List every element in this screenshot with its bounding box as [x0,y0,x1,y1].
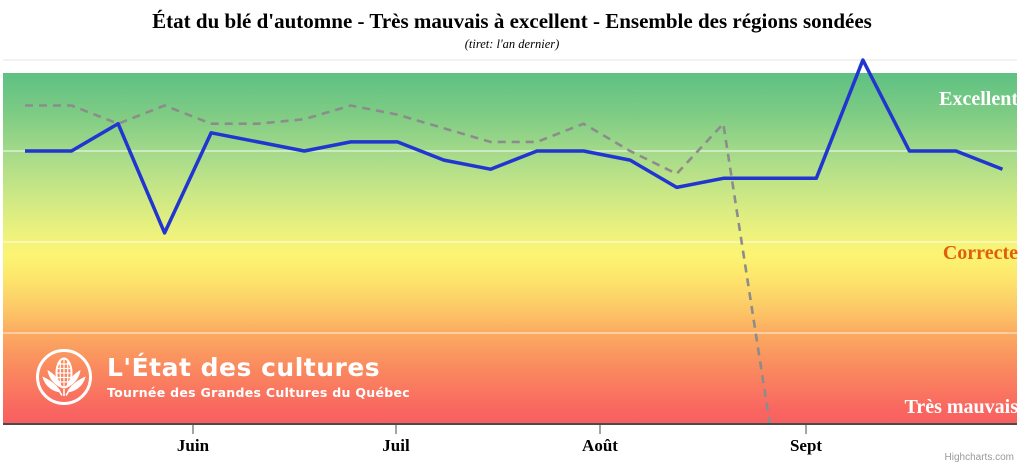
page-title: État du blé d'automne - Très mauvais à e… [152,9,872,33]
corn-logo-icon [36,349,92,405]
zone-label-tres-mauvais: Très mauvais [904,396,1018,418]
x-axis-label-juin: Juin [176,436,210,455]
condition-gradient-band [3,73,1017,424]
page-subtitle: (tiret: l'an dernier) [464,37,560,51]
current-year-line[interactable] [25,58,1004,235]
highcharts-credit-link[interactable]: Highcharts.com [944,452,1014,463]
logo-title: L'État des cultures [107,353,381,383]
zone-label-correcte: Correcte [942,242,1018,264]
logo-tagline: Tournée des Grandes Cultures du Québec [107,384,411,400]
x-axis-label-aout: Août [582,436,618,455]
zone-label-excellent: Excellent [939,88,1018,110]
logo-text-block: L'État des cultures Tournée des Grandes … [107,353,411,400]
last-year-dashed-line[interactable] [25,104,772,425]
x-axis-label-juil: Juil [382,436,410,455]
x-axis-label-sept: Sept [789,436,823,455]
etat-des-cultures-logo: L'État des cultures Tournée des Grandes … [34,347,410,407]
